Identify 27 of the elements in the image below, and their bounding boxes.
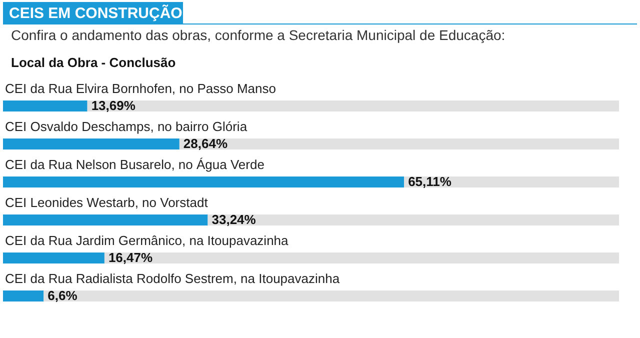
data-label: 33,24% xyxy=(212,212,256,227)
y-tick-label: CEI da Rua Nelson Busarelo, no Água Verde xyxy=(5,157,264,172)
chart-subtitle: Confira o andamento das obras, conforme a Secretaria Municipal de Educação: xyxy=(11,27,506,43)
chart-title: CEIS EM CONSTRUÇÃO xyxy=(9,4,183,22)
bar xyxy=(3,138,180,150)
bar xyxy=(3,290,44,302)
bar xyxy=(44,290,619,302)
y-axis-title: Local da Obra - Conclusão xyxy=(11,55,176,70)
bar xyxy=(3,252,104,264)
y-tick-label: CEI da Rua Radialista Rodolfo Sestrem, na Itoupavazinha xyxy=(5,271,340,286)
bar xyxy=(179,138,619,150)
bar xyxy=(3,214,208,226)
data-label: 16,47% xyxy=(108,250,153,265)
data-label: 13,69% xyxy=(91,98,136,113)
y-tick-label: CEI Leonides Westarb, no Vorstadt xyxy=(5,195,208,210)
data-label: 65,11% xyxy=(408,174,452,189)
data-label: 28,64% xyxy=(183,136,228,151)
bar xyxy=(3,176,404,188)
data-label: 6,6% xyxy=(48,288,78,303)
y-tick-label: CEI Osvaldo Deschamps, no bairro Glória xyxy=(5,119,248,134)
bar xyxy=(3,100,88,112)
y-tick-label: CEI da Rua Elvira Bornhofen, no Passo Manso xyxy=(5,81,276,96)
y-tick-label: CEI da Rua Jardim Germânico, na Itoupavazinha xyxy=(5,233,290,248)
bar xyxy=(87,100,619,112)
bar xyxy=(404,176,619,188)
bar xyxy=(104,252,619,264)
bar xyxy=(208,214,619,226)
